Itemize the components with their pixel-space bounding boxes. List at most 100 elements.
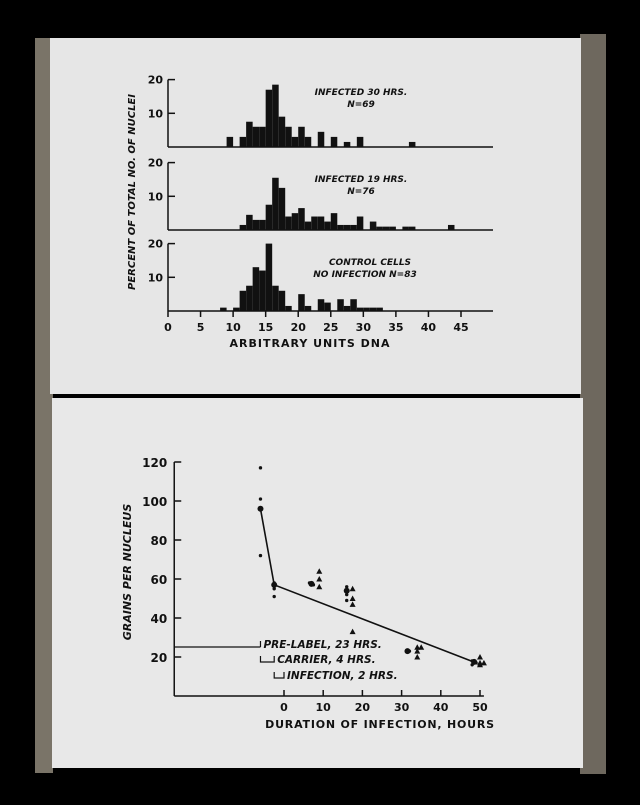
histogram-bar: [259, 270, 266, 311]
y-tick-label: 10: [148, 271, 164, 284]
panel-label: INFECTED 30 HRS.: [315, 88, 408, 98]
histogram-bar: [278, 116, 286, 147]
x-tick-label: 30: [394, 701, 410, 714]
histogram-bar: [285, 216, 292, 230]
x-tick-label: 10: [225, 321, 241, 334]
panel-label: INFECTED 19 HRS.: [315, 175, 408, 185]
data-point-triangle: [414, 654, 421, 660]
panel-label-n: N=69: [347, 100, 375, 110]
x-axis-label: ARBITRARY UNITS DNA: [230, 337, 391, 350]
data-point-triangle: [316, 583, 323, 590]
bottom-panel: [52, 398, 583, 768]
top-panel: [50, 38, 581, 394]
annotation-label: PRE-LABEL, 23 HRS.: [263, 639, 381, 651]
histogram-bar: [350, 299, 357, 311]
histogram-panel: 10 20 INFECTED 19 HRS. N=76: [148, 157, 493, 231]
data-point-dot: [272, 587, 276, 591]
histogram-bar: [337, 224, 344, 230]
x-tick-label: 40: [421, 321, 437, 334]
y-tick-label: 40: [151, 612, 168, 626]
histogram-bar: [343, 141, 351, 147]
histogram-bar: [330, 213, 338, 230]
annotation-label: CARRIER, 4 HRS.: [277, 654, 375, 666]
histogram-bar: [239, 224, 247, 230]
histogram-bar: [233, 307, 240, 311]
y-tick-label: 10: [148, 107, 164, 120]
y-tick-label: 20: [148, 157, 164, 170]
x-tick-label: 10: [316, 701, 332, 714]
data-point-triangle: [349, 601, 356, 607]
histogram-bar: [246, 285, 253, 311]
y-tick-label: 10: [148, 190, 164, 203]
histogram-bar: [356, 136, 364, 147]
data-point-triangle: [477, 661, 483, 668]
histogram-bar: [389, 226, 396, 230]
histogram-bar: [285, 305, 292, 311]
histogram-bar: [304, 136, 312, 147]
data-point-triangle: [414, 644, 421, 650]
histogram-bar: [330, 136, 338, 147]
histogram-bar: [278, 290, 286, 311]
x-tick-label: 15: [258, 321, 273, 334]
histogram-bar: [259, 219, 266, 230]
data-point-triangle: [480, 659, 487, 666]
histogram-bar: [317, 299, 325, 311]
mean-point: [257, 505, 264, 512]
scatter-chart: 20 40 60 80 100 120 0 10 20 30 40 50 DURATION OF INF…: [121, 456, 495, 731]
histogram-bar: [350, 224, 357, 230]
histogram-bar: [239, 290, 247, 311]
data-point-triangle: [418, 644, 425, 650]
histogram-bar: [324, 302, 331, 311]
y-tick-label: 20: [148, 238, 164, 251]
histogram-bar: [265, 243, 273, 311]
annotation-label: INFECTION, 2 HRS.: [287, 670, 398, 682]
histogram-panel: 10 20 CONTROL CELLS NO INFECTION N=83: [148, 238, 493, 312]
mean-point: [404, 648, 411, 655]
film-border-left: [35, 38, 53, 773]
x-tick-label: 20: [355, 701, 371, 714]
histogram-bar: [402, 226, 409, 230]
histogram-bar: [226, 136, 234, 147]
y-tick-label: 20: [151, 651, 168, 665]
data-point-triangle: [349, 585, 356, 592]
histogram-bar: [239, 136, 247, 147]
data-point-dot: [345, 598, 349, 603]
y-tick-label: 60: [151, 573, 168, 587]
histogram-bar: [252, 267, 260, 311]
y-tick-label: 100: [142, 495, 167, 509]
histogram-bar: [259, 126, 266, 147]
histogram-bar: [317, 216, 325, 230]
mean-point: [308, 580, 315, 587]
panel-label-n: N=76: [347, 187, 375, 197]
histogram-bar: [265, 89, 273, 147]
x-tick-label: 40: [433, 701, 449, 714]
x-tick-label: 35: [388, 321, 403, 334]
histogram-bar: [408, 226, 416, 230]
x-tick-label: 25: [323, 321, 338, 334]
histogram-bar: [343, 224, 351, 230]
histogram-bar: [369, 307, 377, 311]
x-tick-label: 20: [291, 321, 307, 334]
histogram-bar: [317, 131, 325, 147]
mean-point: [271, 581, 278, 588]
y-axis-label: PERCENT OF TOTAL NO. OF NUCLEI: [127, 94, 138, 290]
x-axis-label: DURATION OF INFECTION, HOURS: [265, 718, 495, 731]
histogram-bar: [298, 126, 305, 147]
data-point-dot: [272, 594, 276, 599]
histogram-bar: [376, 307, 383, 311]
data-point-triangle: [349, 628, 356, 635]
histogram-bar: [337, 299, 344, 311]
histogram-bar: [278, 187, 286, 230]
data-point-dot: [258, 497, 263, 501]
histogram-bar: [298, 208, 305, 230]
data-point-triangle: [414, 648, 421, 654]
x-tick-label: 50: [472, 701, 488, 714]
film-border-right: [580, 34, 606, 774]
histogram-bar: [343, 305, 351, 311]
histogram-bar: [311, 216, 318, 230]
x-tick-label: 45: [453, 321, 468, 334]
histogram-bar: [272, 177, 279, 230]
histogram-bar: [252, 219, 260, 230]
histogram-bar: [304, 305, 312, 311]
